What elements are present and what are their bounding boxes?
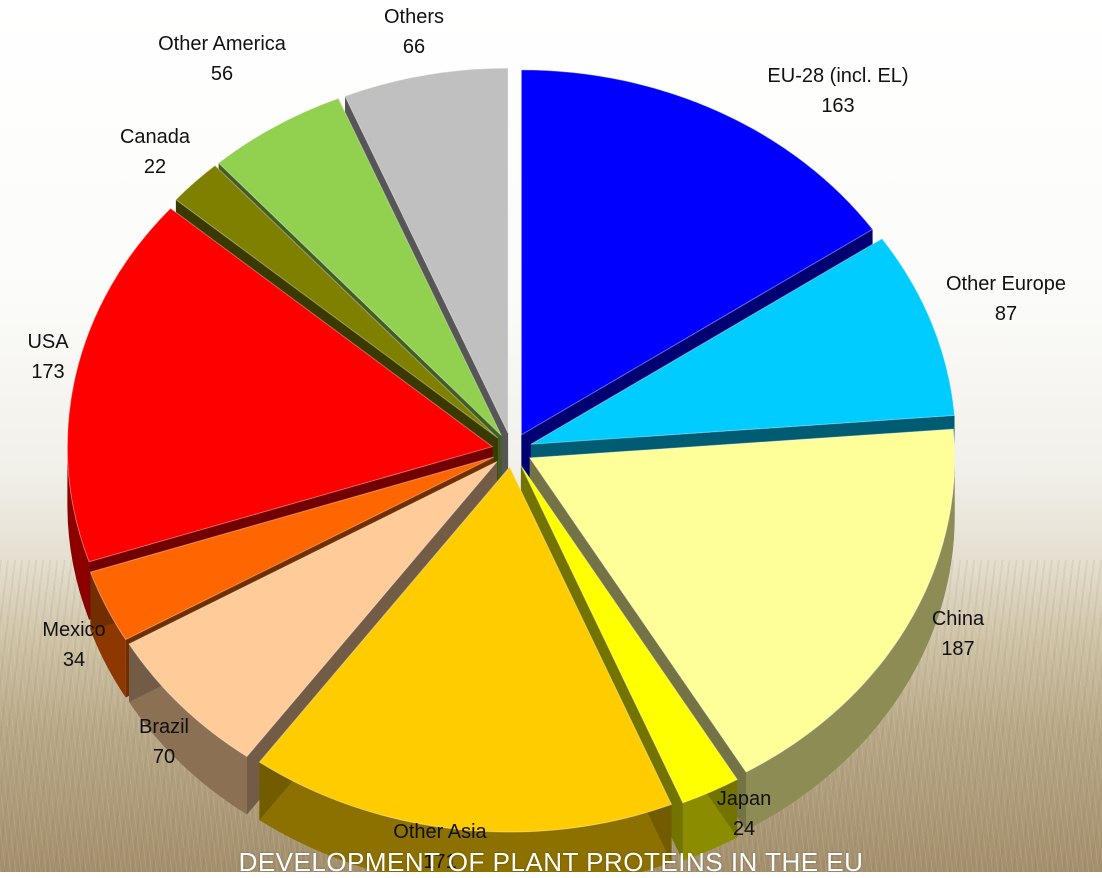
slice-label: Others [384, 6, 444, 28]
slice-value: 87 [995, 303, 1017, 325]
slice-japan [520, 465, 738, 804]
slice-rim-2 [746, 457, 955, 831]
slice-brazil [128, 461, 498, 758]
pie-tops [66, 67, 956, 833]
slice-mexico [89, 456, 494, 641]
slice-value: 171 [423, 851, 456, 872]
slice-label: Other Europe [946, 273, 1066, 295]
slice-value: 22 [144, 156, 166, 178]
slice-label: EU-28 (incl. EL) [767, 65, 908, 87]
slice-value: 24 [733, 818, 755, 840]
slice-usa [66, 207, 494, 563]
slice-rim-4 [259, 762, 672, 872]
slice-label: Mexico [42, 619, 105, 641]
slice-value: 163 [821, 95, 854, 117]
slice-value: 34 [63, 649, 85, 671]
slice-value: 70 [153, 746, 175, 768]
slice-value: 173 [31, 361, 64, 383]
slice-other-europe [530, 238, 956, 445]
slice-canada [175, 164, 499, 439]
slice-label: China [932, 608, 985, 630]
slide-caption: DEVELOPMENT OF PLANT PROTEINS IN THE EU [238, 847, 864, 877]
pie-labels: EU-28 (incl. EL) 163 Other Europe 87 China 18… [27, 6, 1066, 872]
slice-label: Japan [717, 788, 772, 810]
slice-others [344, 67, 509, 434]
slice-label: Other Asia [393, 821, 487, 843]
slice-label: USA [27, 331, 69, 353]
slice-other-america [217, 97, 502, 436]
slice-rim-7 [67, 446, 90, 620]
slice-label: Other America [158, 33, 287, 55]
slice-other-asia [258, 466, 673, 833]
slice-label: Canada [120, 126, 191, 148]
slice-value: 66 [403, 36, 425, 58]
slice-china [528, 428, 956, 773]
slice-eu-28-incl-el [520, 69, 874, 436]
slice-value: 56 [211, 63, 233, 85]
slice-value: 187 [941, 638, 974, 660]
slice-label: Brazil [139, 716, 189, 738]
